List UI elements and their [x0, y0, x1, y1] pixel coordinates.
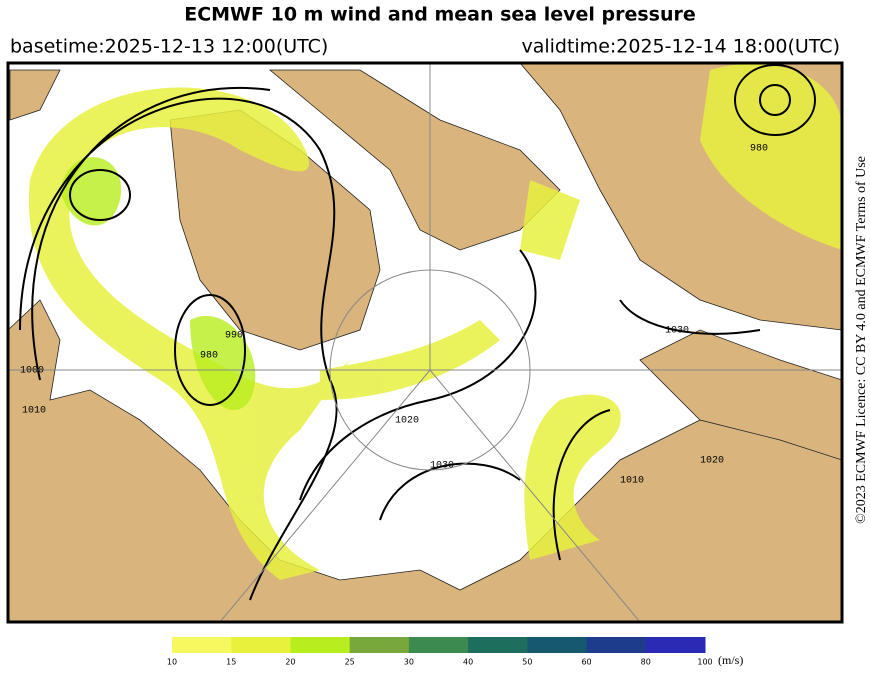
contour-label: 1010 — [620, 476, 644, 487]
colorbar-label: 10 — [167, 658, 177, 667]
colorbar-label: 80 — [641, 658, 651, 667]
contour-label: 1030 — [430, 461, 454, 472]
validtime: validtime:2025-12-14 18:00(UTC) — [521, 36, 840, 58]
colorbar-label: 50 — [522, 658, 532, 667]
colorbar-segment — [290, 637, 351, 653]
colorbar-label: 40 — [463, 658, 473, 667]
contour-label: 1000 — [20, 366, 44, 377]
map: 1020 1030 1010 1020 980 990 1000 1010 10… — [6, 61, 844, 624]
colorbar-label: 100 — [697, 658, 712, 667]
contour-label: 1010 — [22, 406, 46, 417]
colorbar-unit: (m/s) — [718, 653, 743, 667]
license: ©2023 ECMWF Licence: CC BY 4.0 and ECMWF… — [854, 156, 869, 524]
colorbar-segment — [231, 637, 291, 653]
contour-label: 980 — [200, 351, 218, 362]
colorbar-label: 20 — [285, 658, 295, 667]
colorbar-segment — [349, 637, 410, 653]
contour-label: 990 — [225, 331, 243, 342]
title: ECMWF 10 m wind and mean sea level press… — [184, 4, 696, 26]
colorbar-label: 60 — [581, 658, 591, 667]
colorbar-label: 15 — [226, 658, 236, 667]
basetime: basetime:2025-12-13 12:00(UTC) — [10, 36, 328, 58]
contour-label: 980 — [750, 144, 768, 155]
colorbar-segment — [527, 637, 588, 653]
colorbar-segment — [408, 637, 469, 653]
contour-label: 1030 — [665, 326, 689, 337]
colorbar-segment — [645, 637, 706, 653]
colorbar: 10 15 20 25 30 40 50 60 80 100 — [167, 637, 713, 667]
colorbar-segment — [468, 637, 528, 653]
colorbar-label: 30 — [404, 658, 414, 667]
contour-label: 1020 — [395, 416, 419, 427]
contour-label: 1020 — [700, 456, 724, 467]
colorbar-segment — [172, 637, 232, 653]
colorbar-segment — [586, 637, 647, 653]
colorbar-label: 25 — [345, 658, 355, 667]
